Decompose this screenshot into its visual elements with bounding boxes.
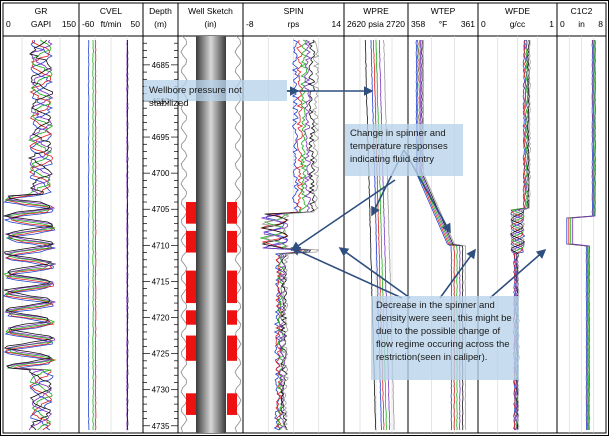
spin-curve-pass-3 (260, 39, 308, 431)
track-min-wpre: 2620 (347, 19, 366, 29)
annotation-fluid-entry: Change in spinner and temperature respon… (345, 124, 463, 176)
depth-label: 4700 (152, 169, 170, 178)
depth-label: 4715 (152, 277, 170, 286)
track-min-cvel: -60 (82, 19, 95, 29)
restriction-block (227, 230, 237, 253)
restriction-block (186, 202, 196, 224)
annotation-arrow (290, 246, 403, 299)
track-unit-cvel: ft/min (101, 19, 122, 29)
gr-curve-pass-4 (4, 39, 56, 431)
spin-curve-pass-6 (261, 39, 320, 431)
well-tubing (196, 36, 226, 433)
track-max-wpre: 2720 (386, 19, 405, 29)
track-header-gr (2, 2, 80, 37)
c1c2-curve-pass-3 (570, 39, 595, 431)
c1c2-curve-pass-2 (568, 40, 594, 431)
gr-curve-pass-2 (4, 39, 57, 431)
track-min-wtep: 358 (411, 19, 425, 29)
well-casing-line (180, 35, 188, 433)
depth-label: 4720 (152, 314, 170, 323)
depth-label: 4735 (152, 422, 170, 431)
track-min-spin: -8 (246, 19, 254, 29)
well-casing-line (234, 35, 242, 433)
track-unit-wfde: g/cc (510, 19, 526, 29)
track-min-gr: 0 (6, 19, 11, 29)
restriction-block (227, 270, 237, 304)
track-body-depth (142, 35, 179, 434)
cvel-curve-pass-1 (87, 39, 90, 430)
track-max-gr: 150 (62, 19, 76, 29)
track-max-wtep: 361 (461, 19, 475, 29)
restriction-block (227, 393, 237, 415)
restriction-block (186, 230, 196, 253)
annotation-pressure: Wellbore pressure not stabilized (144, 80, 287, 109)
track-max-c1c2: 8 (598, 19, 603, 29)
track-unit-c1c2: in (578, 19, 585, 29)
depth-label: 4690 (152, 97, 170, 106)
track-unit-spin: rps (288, 19, 300, 29)
track-name-gr: GR (35, 6, 48, 16)
track-max-wfde: 1 (549, 19, 554, 29)
restriction-block (227, 310, 237, 325)
track-unit-well: (in) (204, 19, 216, 29)
c1c2-curve-pass-1 (566, 39, 593, 431)
track-unit-wtep: °F (439, 19, 448, 29)
depth-label: 4730 (152, 386, 170, 395)
track-name-depth: Depth (149, 6, 172, 16)
depth-label: 4725 (152, 350, 170, 359)
spin-curve-pass-5 (261, 39, 316, 431)
track-name-well: Well Sketch (188, 6, 233, 16)
depth-label: 4705 (152, 205, 170, 214)
gr-curve-pass-5 (3, 39, 55, 431)
track-header-c1c2 (556, 2, 607, 37)
track-name-wtep: WTEP (431, 6, 456, 16)
track-unit-depth: (m) (154, 19, 167, 29)
track-max-spin: 14 (332, 19, 342, 29)
track-name-cvel: CVEL (100, 6, 122, 16)
depth-label: 4695 (152, 133, 170, 142)
track-min-c1c2: 0 (560, 19, 565, 29)
cvel-curve-pass-3 (92, 39, 94, 431)
track-header-depth (142, 2, 179, 37)
depth-label: 4685 (152, 61, 170, 70)
track-name-wpre: WPRE (363, 6, 389, 16)
track-unit-wpre: psia (368, 19, 384, 29)
restriction-block (186, 310, 196, 325)
track-name-c1c2: C1C2 (571, 6, 593, 16)
cvel-curve-pass-2 (94, 39, 97, 431)
annotation-decrease: Decrease in the spinner and density were… (371, 296, 519, 380)
c1c2-curve-pass-4 (572, 39, 596, 431)
track-min-wfde: 0 (481, 19, 486, 29)
track-name-spin: SPIN (284, 6, 304, 16)
restriction-block (186, 393, 196, 415)
annotation-arrow (290, 179, 396, 251)
track-unit-gr: GAPI (31, 19, 51, 29)
track-header-spin (242, 2, 345, 37)
spin-curve-pass-2 (259, 39, 304, 431)
track-max-cvel: 50 (131, 19, 141, 29)
annotation-arrow (338, 247, 411, 299)
track-header-wtep (407, 2, 479, 37)
restriction-block (227, 202, 237, 224)
track-name-wfde: WFDE (505, 6, 530, 16)
annotation-arrow (489, 248, 547, 299)
restriction-block (227, 335, 237, 361)
restriction-block (186, 335, 196, 361)
gr-curve-pass-3 (3, 39, 56, 431)
depth-label: 4710 (152, 241, 170, 250)
restriction-block (186, 270, 196, 304)
cvel-curve-pass-5 (126, 39, 129, 431)
annotation-arrow (439, 248, 476, 299)
